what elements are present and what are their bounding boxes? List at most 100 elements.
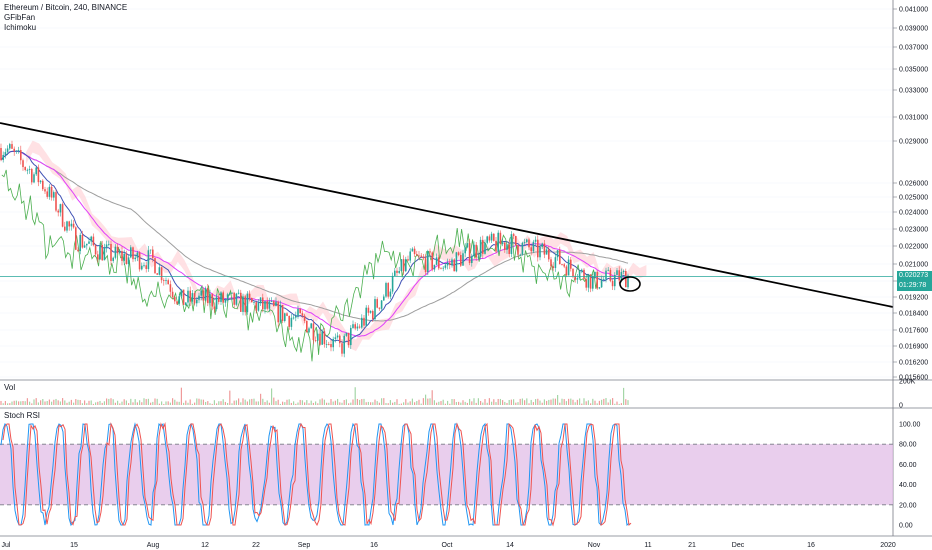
candle-body: [460, 255, 462, 266]
candle-body: [176, 301, 178, 304]
candle-body: [526, 239, 528, 243]
candle-body: [457, 252, 460, 256]
price-tick-label: 0.037000: [899, 45, 928, 52]
candle-body: [530, 247, 532, 252]
candle-body: [429, 251, 431, 253]
volume-bar: [506, 402, 508, 405]
volume-bar: [594, 400, 596, 405]
candle-body: [361, 317, 363, 328]
candle-body: [552, 266, 554, 269]
volume-bar: [271, 388, 273, 405]
candle-body: [332, 338, 334, 348]
volume-bar: [176, 401, 178, 405]
volume-bar: [502, 400, 504, 405]
price-axis[interactable]: 0.041000 0.039000 0.037000 0.035000 0.033000…: [893, 7, 928, 382]
candle-body: [341, 343, 343, 354]
volume-bar: [260, 393, 262, 405]
volume-bar: [185, 400, 187, 405]
volume-bar: [341, 402, 343, 405]
candle-body: [319, 333, 321, 345]
candle-body: [356, 326, 359, 329]
candle-body: [48, 186, 51, 197]
volume-bar: [337, 398, 339, 405]
stoch-axis: 100.00 80.00 60.00 40.00 20.00 0.00: [899, 422, 921, 530]
volume-bar: [282, 401, 284, 405]
volume-bar: [345, 399, 347, 405]
trendline[interactable]: [0, 122, 894, 308]
volume-bar: [381, 398, 383, 405]
candle-body: [572, 268, 574, 277]
volume-bar: [583, 398, 585, 405]
volume-label[interactable]: Vol: [4, 383, 16, 392]
candle-body: [42, 180, 44, 190]
price-pane[interactable]: [0, 8, 894, 378]
legend-ichimoku[interactable]: Ichimoku: [4, 23, 37, 32]
volume-bar: [519, 398, 521, 405]
candle-body: [618, 270, 620, 281]
volume-bar: [46, 401, 48, 405]
volume-bar: [409, 401, 411, 405]
candle-body: [119, 251, 121, 254]
candle-body: [400, 259, 403, 271]
volume-bar: [546, 400, 548, 405]
volume-bar: [257, 401, 259, 405]
candle-body: [44, 189, 46, 192]
candle-body: [59, 204, 62, 213]
time-axis[interactable]: Jul 15 Aug 12 22 Sep 16 Oct 14 Nov 11 21 Dec 16 2020: [2, 542, 896, 549]
candle-body: [218, 297, 220, 302]
stoch-rsi-label[interactable]: Stoch RSI: [4, 411, 41, 420]
stoch-tick-label: 0.00: [899, 523, 913, 530]
candle-body: [407, 259, 409, 261]
candle-body: [125, 253, 128, 264]
volume-bar: [284, 402, 286, 405]
candle-body: [495, 240, 497, 252]
candle-body: [380, 300, 383, 309]
volume-bar: [585, 401, 587, 405]
stoch-rsi-band: [0, 444, 893, 505]
candle-body: [169, 284, 172, 292]
volume-bar: [169, 402, 171, 405]
candle-body: [499, 232, 502, 245]
volume-bar: [499, 398, 501, 405]
volume-bar: [524, 400, 526, 405]
candle-body: [165, 280, 167, 281]
price-tick-label: 0.019200: [899, 295, 928, 302]
price-tick-label: 0.022000: [899, 244, 928, 251]
legend-gfibfan[interactable]: GFibFan: [4, 13, 36, 22]
candle-body: [28, 169, 31, 170]
volume-bar: [455, 402, 457, 405]
candle-body: [497, 232, 499, 252]
price-tick-label: 0.039000: [899, 26, 928, 33]
volume-bar: [174, 399, 176, 405]
volume-bar: [398, 403, 400, 405]
volume-bar: [625, 399, 627, 405]
candle-body: [578, 271, 581, 278]
volume-bar: [414, 402, 416, 405]
volume-bar: [194, 402, 196, 405]
volume-bar: [40, 400, 42, 405]
volume-bar: [18, 401, 20, 405]
candle-body: [438, 257, 440, 269]
candle-body: [323, 331, 326, 345]
candle-body: [413, 248, 416, 255]
volume-bar: [178, 401, 180, 405]
candle-body: [600, 279, 603, 288]
volume-bar: [268, 402, 270, 405]
volume-bar: [286, 399, 288, 405]
legend-symbol[interactable]: Ethereum / Bitcoin, 240, BINANCE: [4, 3, 128, 12]
volume-bar: [425, 394, 427, 405]
volume-bar: [411, 398, 413, 405]
candle-body: [92, 236, 95, 246]
volume-bar: [323, 399, 325, 405]
volume-bar: [387, 403, 389, 405]
time-tick-label: 15: [70, 542, 78, 549]
candle-body: [464, 247, 466, 254]
volume-bar: [436, 402, 438, 405]
volume-bar: [607, 402, 609, 405]
candle-body: [411, 248, 414, 252]
candle-body: [321, 331, 323, 345]
candle-body: [231, 292, 233, 294]
highlight-circle[interactable]: [619, 276, 641, 292]
volume-bar: [458, 401, 460, 405]
